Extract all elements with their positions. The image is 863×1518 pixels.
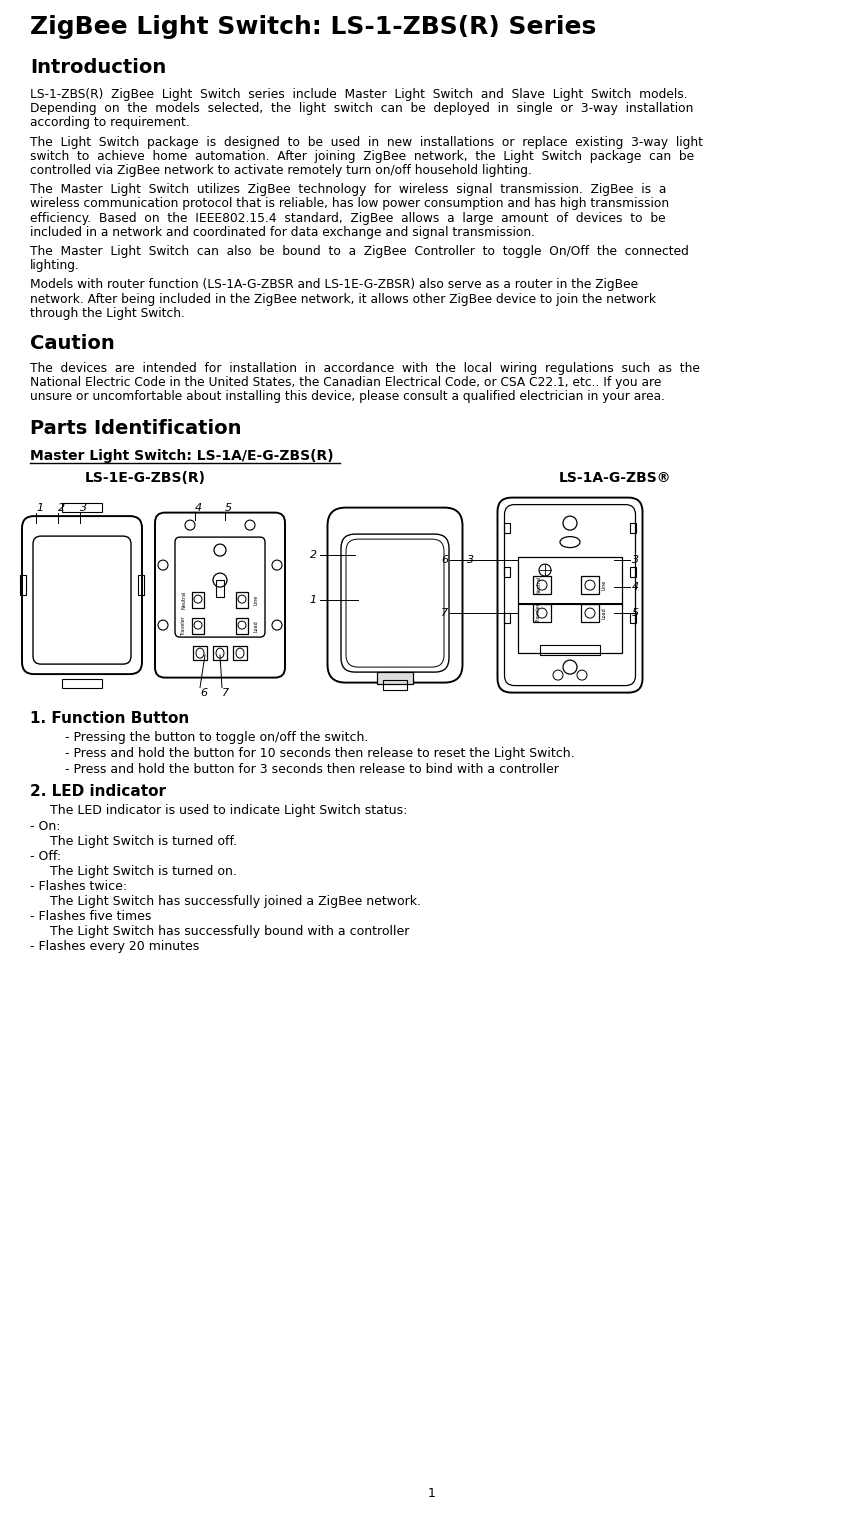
Bar	[518, 557, 622, 653]
Text: Traveler: Traveler	[537, 603, 541, 622]
Text: 1. Function Button: 1. Function Button	[30, 710, 189, 726]
Text: Master Light Switch: LS-1A/E-G-ZBS(R): Master Light Switch: LS-1A/E-G-ZBS(R)	[30, 449, 334, 463]
Text: - Pressing the button to toggle on/off the switch.: - Pressing the button to toggle on/off t…	[65, 730, 369, 744]
Text: 3: 3	[467, 556, 474, 565]
Text: Traveler: Traveler	[181, 616, 186, 636]
Text: 7: 7	[222, 688, 229, 698]
Text: Introduction: Introduction	[30, 58, 167, 77]
Text: Load: Load	[602, 607, 607, 619]
Text: 1: 1	[310, 595, 317, 606]
Bar	[20, 575, 26, 595]
Text: Neutral: Neutral	[537, 575, 541, 594]
Text: Neutral: Neutral	[181, 591, 186, 609]
Bar	[383, 680, 407, 691]
Text: 2: 2	[310, 550, 317, 560]
Text: The  Light  Switch  package  is  designed  to  be  used  in  new  installations : The Light Switch package is designed to …	[30, 135, 703, 149]
Bar	[377, 672, 413, 685]
Bar	[581, 577, 599, 594]
Text: wireless communication protocol that is reliable, has low power consumption and : wireless communication protocol that is …	[30, 197, 669, 211]
Text: LS-1-ZBS(R)  ZigBee  Light  Switch  series  include  Master  Light  Switch  and : LS-1-ZBS(R) ZigBee Light Switch series i…	[30, 88, 688, 102]
Text: 5: 5	[225, 502, 232, 513]
Text: The Light Switch is turned off.: The Light Switch is turned off.	[50, 835, 237, 847]
Text: unsure or uncomfortable about installing this device, please consult a qualified: unsure or uncomfortable about installing…	[30, 390, 665, 404]
Text: 7: 7	[441, 609, 448, 618]
Text: The Light Switch has successfully bound with a controller: The Light Switch has successfully bound …	[50, 924, 409, 938]
Text: The LED indicator is used to indicate Light Switch status:: The LED indicator is used to indicate Li…	[50, 803, 407, 817]
Text: - Press and hold the button for 3 seconds then release to bind with a controller: - Press and hold the button for 3 second…	[65, 762, 559, 776]
Text: according to requirement.: according to requirement.	[30, 117, 190, 129]
Text: network. After being included in the ZigBee network, it allows other ZigBee devi: network. After being included in the Zig…	[30, 293, 656, 305]
Text: 6: 6	[441, 556, 448, 565]
Text: Caution: Caution	[30, 334, 115, 354]
Bar	[518, 603, 622, 606]
Text: National Electric Code in the United States, the Canadian Electrical Code, or CS: National Electric Code in the United Sta…	[30, 376, 661, 389]
Text: 2: 2	[58, 502, 65, 513]
Text: The  Master  Light  Switch  utilizes  ZigBee  technology  for  wireless  signal : The Master Light Switch utilizes ZigBee …	[30, 184, 666, 196]
Text: The Light Switch has successfully joined a ZigBee network.: The Light Switch has successfully joined…	[50, 894, 421, 908]
Text: controlled via ZigBee network to activate remotely turn on/off household lightin: controlled via ZigBee network to activat…	[30, 164, 532, 178]
Text: Line: Line	[602, 580, 607, 591]
Text: 3: 3	[80, 502, 87, 513]
Bar	[216, 580, 224, 597]
Bar	[192, 618, 204, 635]
Text: 1: 1	[427, 1488, 436, 1500]
Text: LS-1E-G-ZBS(R): LS-1E-G-ZBS(R)	[85, 471, 205, 484]
Bar	[533, 604, 551, 622]
Bar	[62, 502, 102, 512]
Text: through the Light Switch.: through the Light Switch.	[30, 307, 185, 320]
Bar	[540, 645, 600, 656]
Text: 4: 4	[195, 502, 202, 513]
Text: ZigBee Light Switch: LS-1-ZBS(R) Series: ZigBee Light Switch: LS-1-ZBS(R) Series	[30, 15, 596, 39]
Text: - Press and hold the button for 10 seconds then release to reset the Light Switc: - Press and hold the button for 10 secon…	[65, 747, 575, 759]
Bar	[504, 568, 510, 577]
Text: efficiency.  Based  on  the  IEEE802.15.4  standard,  ZigBee  allows  a  large  : efficiency. Based on the IEEE802.15.4 st…	[30, 211, 665, 225]
Bar	[233, 647, 247, 660]
Text: - On:: - On:	[30, 820, 60, 832]
Bar	[62, 679, 102, 688]
Bar	[193, 647, 207, 660]
Text: - Off:: - Off:	[30, 850, 61, 862]
Text: The  devices  are  intended  for  installation  in  accordance  with  the  local: The devices are intended for installatio…	[30, 361, 700, 375]
Text: 6: 6	[200, 688, 207, 698]
Bar	[138, 575, 144, 595]
Bar	[213, 647, 227, 660]
Bar	[630, 568, 636, 577]
Bar	[236, 592, 248, 609]
Bar	[377, 672, 413, 685]
Text: Line: Line	[254, 595, 259, 606]
Text: included in a network and coordinated for data exchange and signal transmission.: included in a network and coordinated fo…	[30, 226, 535, 238]
Bar	[630, 613, 636, 622]
Bar	[504, 613, 510, 622]
Text: - Flashes every 20 minutes: - Flashes every 20 minutes	[30, 940, 199, 953]
Text: Parts Identification: Parts Identification	[30, 419, 242, 437]
Text: The Light Switch is turned on.: The Light Switch is turned on.	[50, 865, 236, 877]
Bar	[533, 577, 551, 594]
Text: - Flashes five times: - Flashes five times	[30, 909, 151, 923]
Text: 3: 3	[632, 556, 639, 565]
Text: Depending  on  the  models  selected,  the  light  switch  can  be  deployed  in: Depending on the models selected, the li…	[30, 102, 693, 115]
Bar	[520, 510, 620, 556]
Text: 1: 1	[36, 502, 43, 513]
Text: The  Master  Light  Switch  can  also  be  bound  to  a  ZigBee  Controller  to : The Master Light Switch can also be boun…	[30, 244, 689, 258]
Text: LS-1A-G-ZBS®: LS-1A-G-ZBS®	[558, 471, 671, 484]
Text: 5: 5	[632, 609, 639, 618]
Text: switch  to  achieve  home  automation.  After  joining  ZigBee  network,  the  L: switch to achieve home automation. After…	[30, 150, 694, 162]
Bar	[236, 618, 248, 635]
Text: 4: 4	[632, 581, 639, 592]
Text: Models with router function (LS-1A-G-ZBSR and LS-1E-G-ZBSR) also serve as a rout: Models with router function (LS-1A-G-ZBS…	[30, 278, 638, 291]
Bar	[630, 524, 636, 533]
Text: Load: Load	[254, 621, 259, 631]
Text: 2. LED indicator: 2. LED indicator	[30, 783, 166, 798]
Text: lighting.: lighting.	[30, 260, 80, 272]
Bar	[504, 524, 510, 533]
Bar	[192, 592, 204, 609]
Text: - Flashes twice:: - Flashes twice:	[30, 879, 127, 893]
Bar	[581, 604, 599, 622]
